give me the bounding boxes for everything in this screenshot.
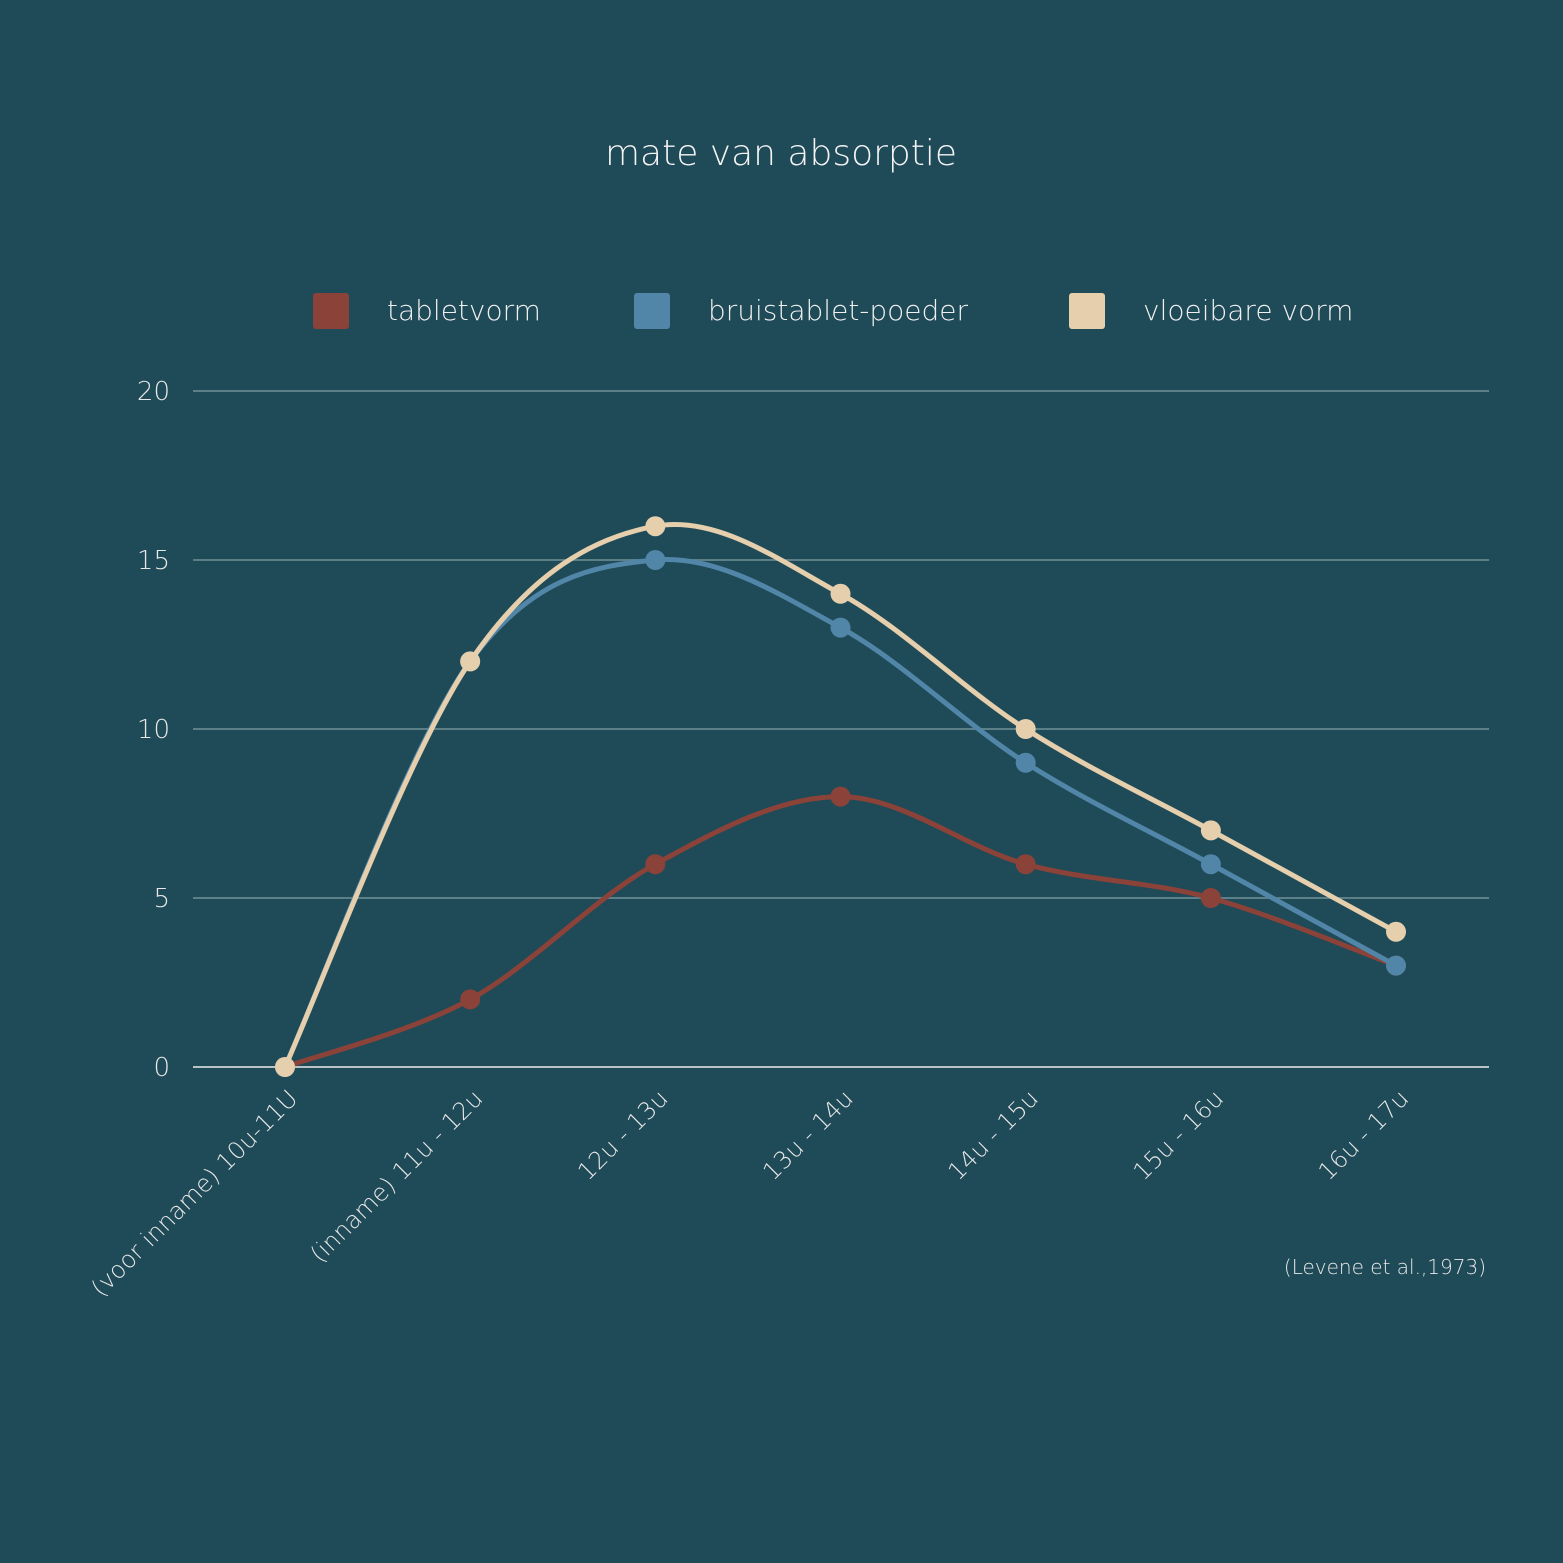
data-point[interactable] [1015, 752, 1036, 773]
series-line [282, 794, 1399, 1070]
series-group [275, 516, 1407, 1077]
x-tick-label: 16u - 17u [1313, 1084, 1414, 1185]
legend-item[interactable]: vloeibare vorm [1069, 293, 1353, 329]
legend-label: bruistablet-poeder [708, 294, 969, 327]
x-tick-label: 12u - 13u [572, 1084, 673, 1185]
legend-swatch [1069, 293, 1105, 329]
series-bruistablet-poeder [275, 550, 1407, 1077]
data-point[interactable] [275, 1057, 295, 1077]
legend-swatch [634, 293, 670, 329]
data-point[interactable] [1200, 854, 1221, 875]
data-point[interactable] [1200, 820, 1221, 841]
data-point[interactable] [1015, 854, 1036, 875]
x-tick-label: (inname) 11u - 12u [305, 1084, 489, 1268]
data-point[interactable] [460, 651, 481, 672]
grid [193, 390, 1489, 1068]
chart-title: mate van absorptie [605, 133, 957, 174]
data-point[interactable] [1386, 921, 1407, 942]
data-point[interactable] [830, 786, 851, 807]
x-tick-label: (voor inname) 10u-11U [86, 1084, 304, 1302]
legend-label: vloeibare vorm [1143, 294, 1353, 327]
y-tick-label: 20 [137, 377, 170, 407]
data-point[interactable] [1200, 888, 1221, 908]
y-tick-label: 10 [137, 715, 170, 745]
series-tabletvorm [275, 786, 1407, 1077]
data-point[interactable] [1015, 719, 1036, 739]
x-tick-label: 15u - 16u [1128, 1084, 1229, 1185]
legend-item[interactable]: bruistablet-poeder [634, 293, 969, 329]
data-point[interactable] [1386, 955, 1407, 976]
source-note: (Levene et al.,1973) [1284, 1255, 1486, 1279]
data-point[interactable] [645, 854, 666, 875]
data-point[interactable] [460, 989, 481, 1010]
x-tick-label: 13u - 14u [757, 1084, 858, 1185]
legend-item[interactable]: tabletvorm [313, 293, 541, 329]
series-vloeibare-vorm [275, 516, 1407, 1077]
legend: tabletvorm bruistablet-poeder vloeibare vo… [313, 293, 1353, 329]
y-tick-label: 0 [153, 1053, 170, 1083]
legend-swatch [313, 293, 349, 329]
y-tick-label: 5 [153, 884, 170, 914]
data-point[interactable] [645, 516, 666, 537]
data-point[interactable] [830, 617, 851, 638]
x-tick-label: 14u - 15u [943, 1084, 1044, 1185]
y-tick-label: 15 [137, 546, 170, 576]
x-axis-ticks: (voor inname) 10u-11U (inname) 11u - 12u 1… [86, 1084, 1415, 1302]
data-point[interactable] [830, 583, 851, 604]
data-point[interactable] [645, 550, 666, 570]
legend-label: tabletvorm [387, 294, 541, 327]
y-axis-ticks: 0 5 10 15 20 [137, 377, 170, 1083]
